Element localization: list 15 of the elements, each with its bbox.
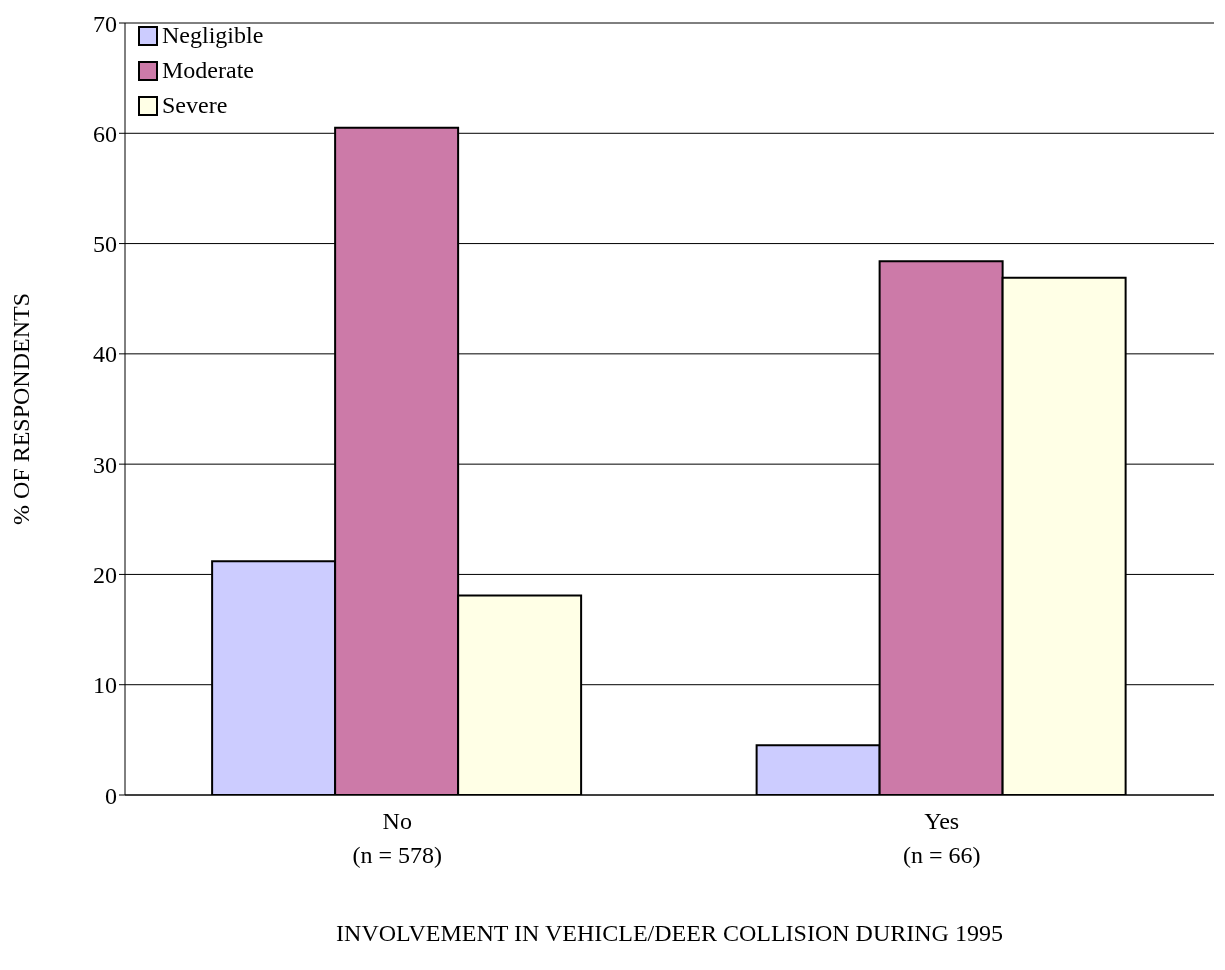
x-tick-label: No (n = 578) xyxy=(352,808,443,868)
x-tick-label: Yes (n = 66) xyxy=(902,808,981,868)
y-axis-title: % OF RESPONDENTS xyxy=(7,292,34,526)
legend-label: Severe xyxy=(162,91,228,120)
y-tick-label: 30 xyxy=(93,451,117,478)
y-tick-label: 10 xyxy=(93,672,117,699)
y-tick-label: 60 xyxy=(93,120,117,147)
y-tick-label: 50 xyxy=(93,231,117,258)
y-tick-label: 40 xyxy=(93,341,117,368)
y-tick-label: 0 xyxy=(105,782,117,809)
legend-label: Moderate xyxy=(162,56,254,85)
y-tick-label: 70 xyxy=(93,10,117,37)
y-tick-label: 20 xyxy=(93,561,117,588)
x-axis-title: INVOLVEMENT IN VEHICLE/DEER COLLISION DURING 1995 xyxy=(335,920,1004,947)
legend-label: Negligible xyxy=(162,21,264,50)
